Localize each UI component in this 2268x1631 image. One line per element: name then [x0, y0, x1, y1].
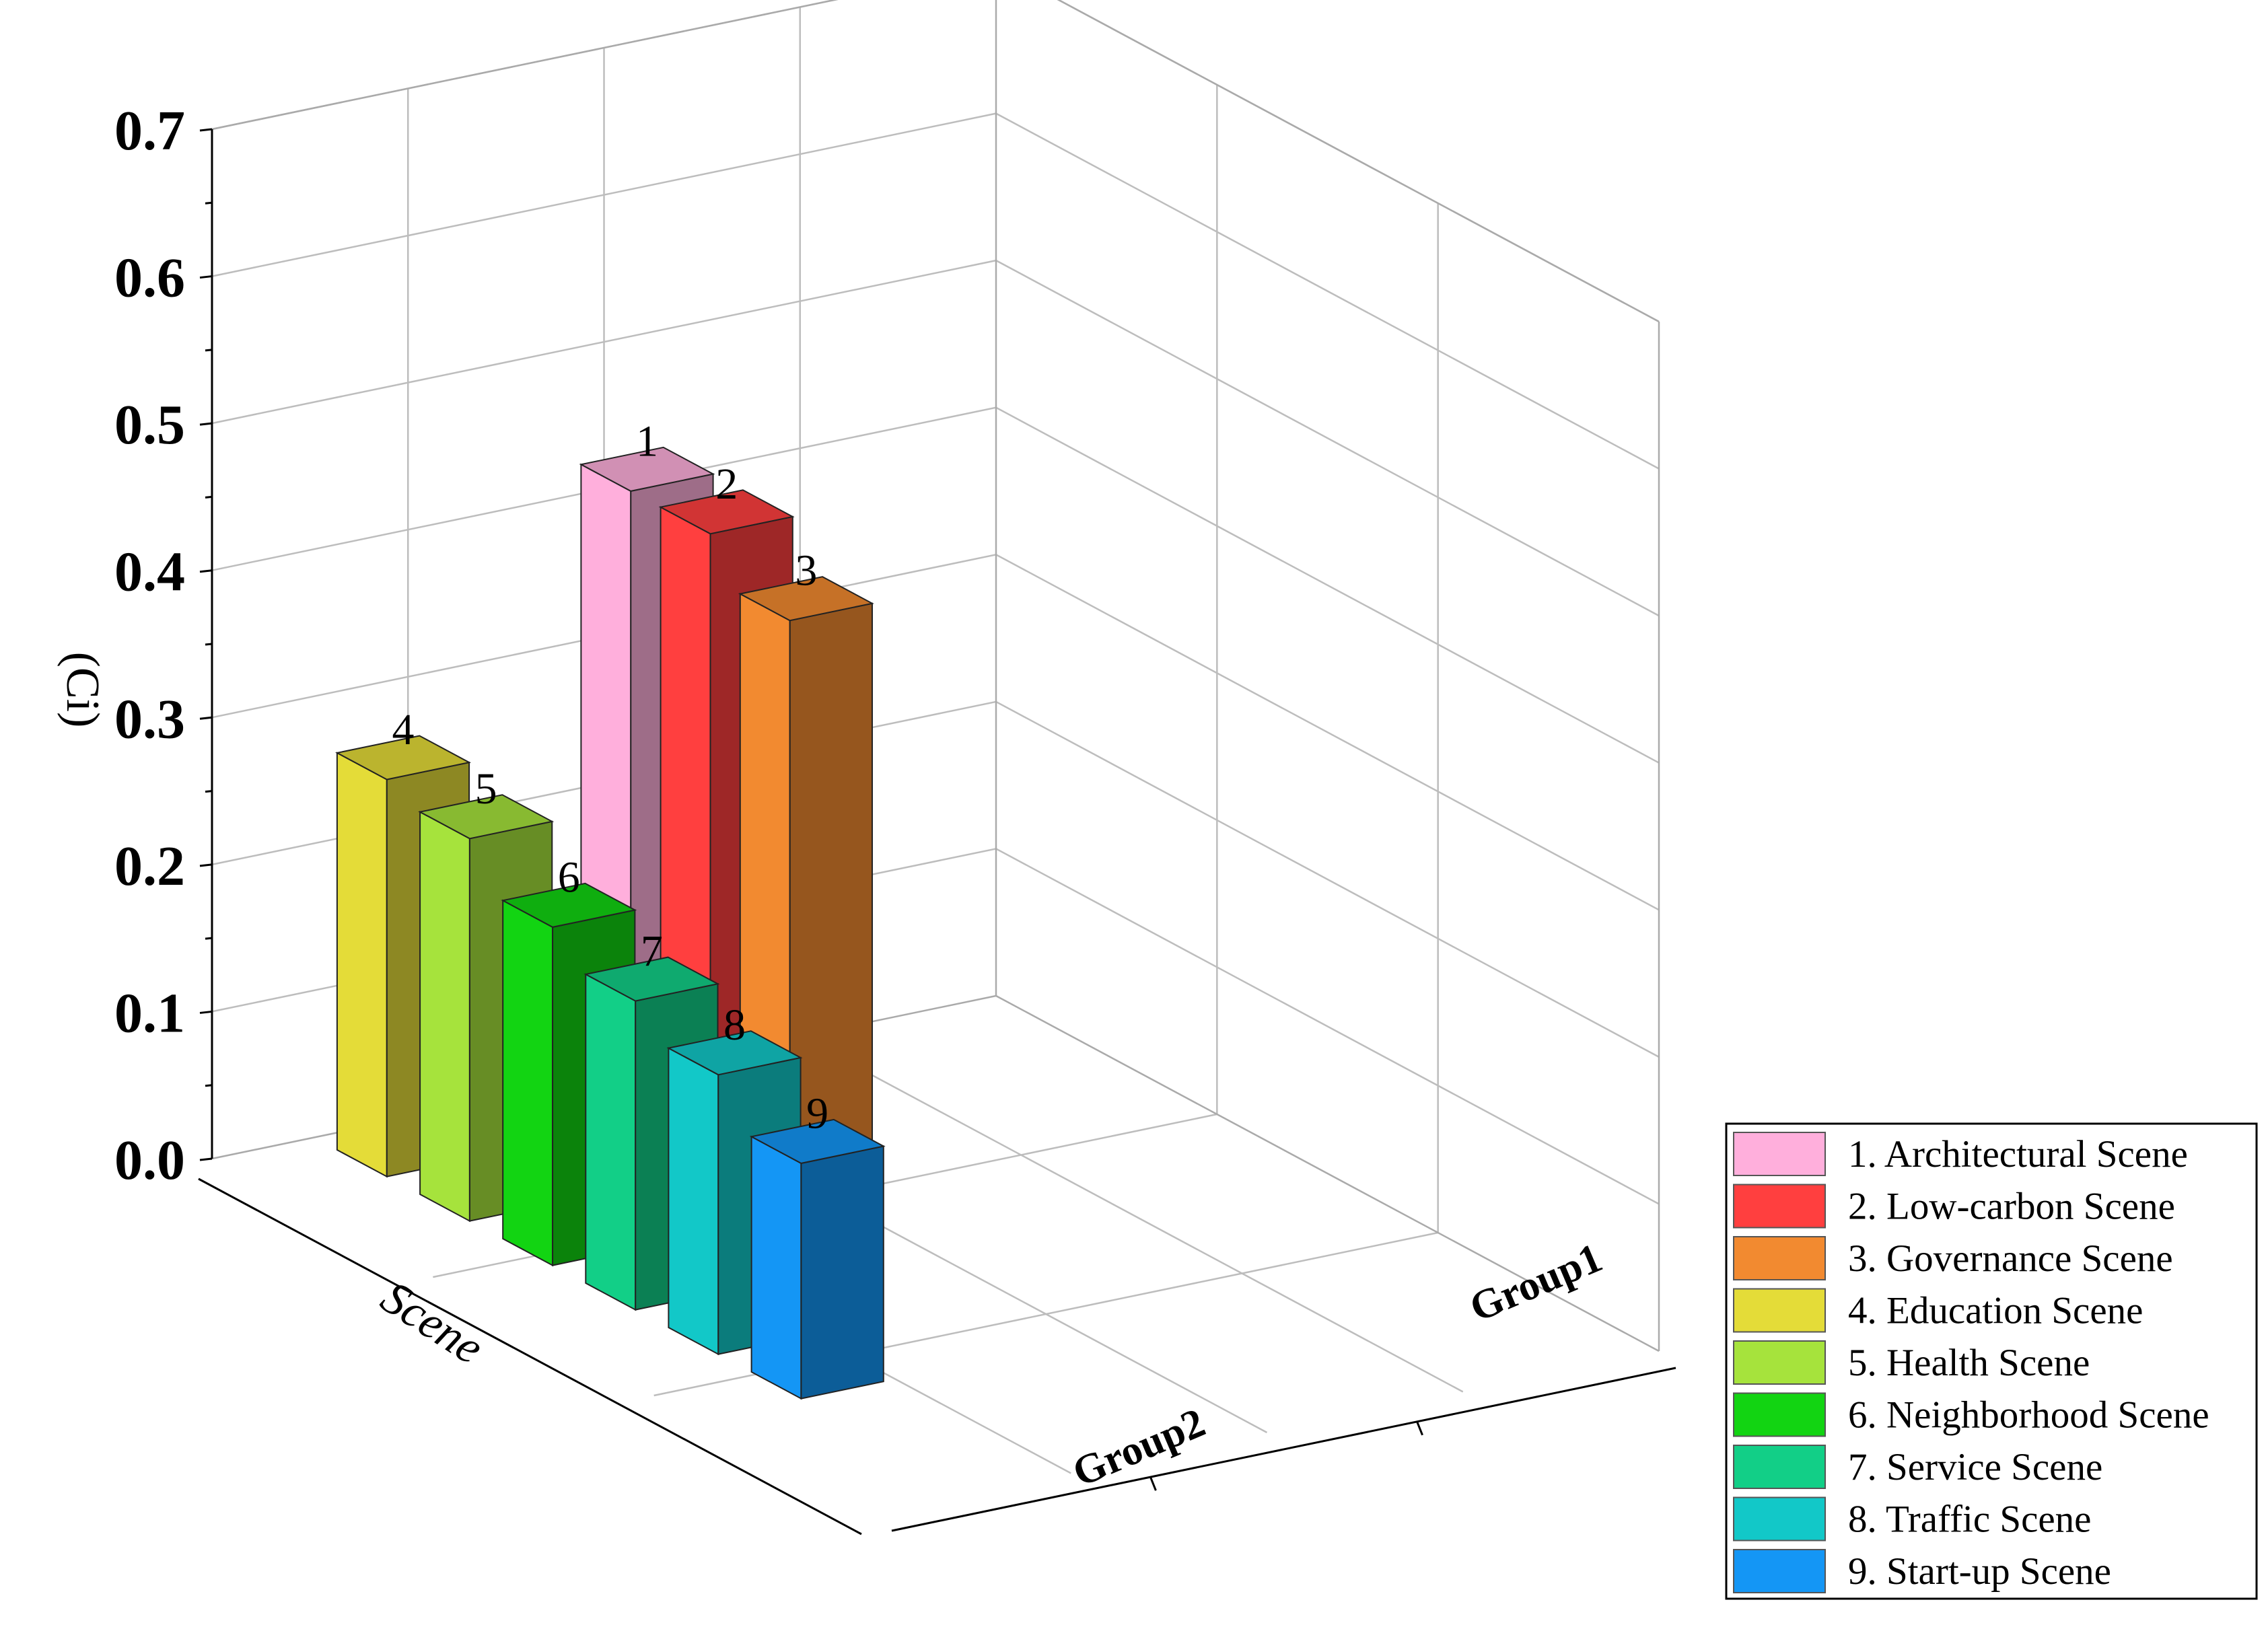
bar-top-face [738, 576, 874, 622]
group-axis-line [891, 1367, 1676, 1532]
bar-label-7: 7 [641, 927, 663, 976]
legend-entry: 9. Start-up Scene [1733, 1549, 2111, 1593]
legend-label: 3. Governance Scene [1848, 1237, 2173, 1280]
grid-line [800, 1036, 1464, 1393]
frame-edge [1057, 0, 1660, 323]
legend-entry: 7. Service Scene [1733, 1445, 2102, 1489]
y-minor-tick [205, 937, 213, 940]
legend-label: 7. Service Scene [1848, 1446, 2102, 1488]
bar-label-3: 3 [795, 546, 817, 595]
legend-label: 5. Health Scene [1848, 1342, 2090, 1384]
grid-line [211, 112, 1660, 470]
legend-swatch [1733, 1549, 1826, 1593]
bar-front-face [750, 1135, 802, 1400]
bar-label-8: 8 [723, 1001, 746, 1050]
y-tick-label: 0.1 [114, 982, 185, 1044]
frame-edge [995, 994, 1660, 1352]
bar-front-face [336, 752, 388, 1178]
grid-line [211, 259, 1660, 617]
legend-swatch [1733, 1288, 1826, 1333]
y-tick [199, 275, 213, 279]
y-tick-label: 0.0 [114, 1129, 185, 1192]
bar-label-9: 9 [806, 1089, 828, 1138]
legend-swatch [1733, 1236, 1826, 1280]
bar-front-face [502, 899, 554, 1267]
bar-top-face [579, 446, 715, 492]
legend-swatch [1733, 1496, 1826, 1542]
y-tick-label: 0.6 [114, 247, 185, 310]
group-tick [1149, 1476, 1157, 1491]
legend-entry: 4. Education Scene [1733, 1288, 2143, 1333]
y-tick-label: 0.2 [114, 835, 185, 898]
y-minor-tick [205, 790, 213, 793]
group2-label: Group2 [1066, 1400, 1211, 1496]
bar-label-5: 5 [475, 764, 497, 813]
legend-entry: 1. Architectural Scene [1733, 1132, 2188, 1176]
bar-top-face [334, 735, 471, 781]
bar-side-face [800, 1145, 884, 1400]
y-minor-tick [205, 1084, 213, 1087]
bar-label-2: 2 [715, 460, 738, 509]
legend-entry: 5. Health Scene [1733, 1340, 2090, 1385]
bar-top-face [501, 882, 637, 928]
z-axis-title: Scene [372, 1271, 493, 1374]
bar-front-face [585, 973, 637, 1311]
y-tick [199, 422, 213, 426]
bar-top-face [666, 1030, 803, 1076]
y-minor-tick [205, 643, 213, 646]
bar-front-face [419, 811, 470, 1223]
bars: 1 2 3 4 5 6 7 8 9 [334, 416, 886, 1400]
legend-label: 8. Traffic Scene [1848, 1498, 2091, 1541]
y-tick [199, 569, 213, 573]
legend-swatch [1733, 1184, 1826, 1229]
legend-label: 6. Neighborhood Scene [1848, 1394, 2209, 1437]
legend-entry: 2. Low-carbon Scene [1733, 1184, 2175, 1229]
bar-label-4: 4 [392, 705, 415, 754]
group1-label: Group1 [1463, 1235, 1608, 1331]
y-axis-title: (Ci) [57, 652, 108, 728]
y-tick-label: 0.5 [114, 394, 185, 456]
bar-top-face [749, 1118, 886, 1164]
legend-swatch [1733, 1392, 1826, 1437]
grid-lines [211, 0, 1660, 1474]
bar-top-face [418, 794, 555, 840]
legend-label: 1. Architectural Scene [1848, 1133, 2188, 1175]
legend-label: 9. Start-up Scene [1848, 1550, 2111, 1593]
y-tick [199, 128, 213, 132]
legend-swatch [1733, 1340, 1826, 1385]
bar-label-1: 1 [636, 416, 658, 466]
bar-label-6: 6 [558, 853, 580, 902]
y-tick-label: 0.3 [114, 688, 185, 750]
frame-edge [211, 0, 839, 131]
grid-line [211, 406, 1660, 764]
y-tick [199, 1010, 213, 1014]
legend-label: 4. Education Scene [1848, 1290, 2143, 1332]
scene-axis-line [198, 1177, 862, 1535]
y-minor-tick [205, 349, 213, 352]
legend-label: 2. Low-carbon Scene [1848, 1186, 2175, 1228]
bar-top-face [658, 489, 795, 535]
legend-entry: 6. Neighborhood Scene [1733, 1392, 2209, 1437]
bar-front-face [668, 1047, 719, 1356]
bar-top-face [583, 956, 720, 1002]
y-tick [199, 1157, 213, 1161]
y-tick-label: 0.7 [114, 100, 185, 162]
legend-entry: 8. Traffic Scene [1733, 1496, 2091, 1542]
legend-entry: 3. Governance Scene [1733, 1236, 2173, 1280]
y-tick-labels: 0.0 0.1 0.2 0.3 0.4 0.5 0.6 0.7 [114, 100, 185, 1192]
legend: 1. Architectural Scene 2. Low-carbon Scen… [1725, 1122, 2258, 1600]
y-tick [199, 716, 213, 720]
bar-9: 9 [749, 1089, 886, 1400]
legend-swatch [1733, 1445, 1826, 1489]
legend-swatch [1733, 1132, 1826, 1176]
y-tick [199, 863, 213, 867]
y-tick-label: 0.4 [114, 541, 185, 604]
group-tick [1416, 1421, 1423, 1436]
